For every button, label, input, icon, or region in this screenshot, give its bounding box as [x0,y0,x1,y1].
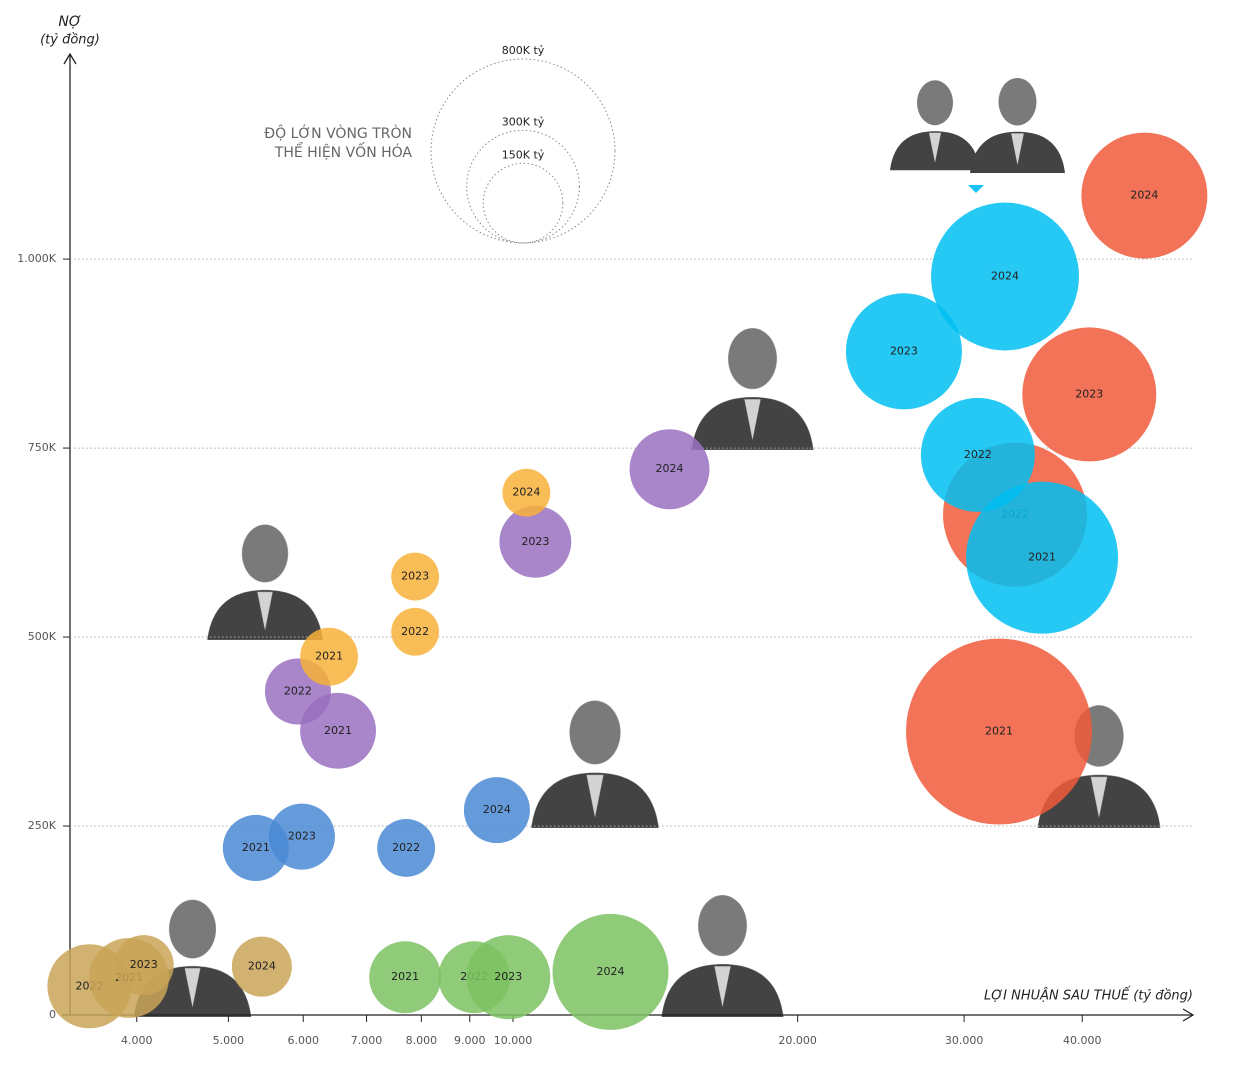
bubble [920,397,1035,512]
bubble-label: 2023 [130,958,158,971]
bubble [268,803,335,870]
size-legend-circle [482,162,564,244]
x-tick-label: 8.000 [406,1034,438,1047]
x-axis-label: LỢI NHUẬN SAU THUẾ (tỷ đồng) [984,987,1193,1004]
series: 2022202120232024 [47,935,292,1029]
bubble-label: 2023 [1075,387,1103,400]
bubble [466,935,551,1020]
bubble-label: 2022 [284,684,312,697]
bubble-label: 2022 [392,841,420,854]
bubble [502,468,551,517]
size-legend-circle [466,129,580,244]
bubble [463,777,530,844]
bubble-label: 2024 [512,486,540,499]
size-legend-title: ĐỘ LỚN VÒNG TRÒN [264,124,412,142]
x-tick-label: 9.000 [454,1034,486,1047]
x-tick-label: 7.000 [351,1034,383,1047]
y-tick-label: 1.000K [17,252,56,265]
x-tick-label: 6.000 [287,1034,319,1047]
photos [133,77,1161,1017]
x-tick-label: 30.000 [945,1034,984,1047]
bubble-label: 2024 [248,960,276,973]
bubble [966,481,1119,634]
series: 2021 2023 2022 2024 [222,777,530,881]
bubble-label: 2021 [315,650,343,663]
bubble [499,505,572,578]
y-tick-label: 500K [28,630,57,643]
bubble-label: 2021 [242,841,270,854]
size-legend-title: THỂ HIỆN VỐN HÓA [274,142,413,161]
series: 2021 2022 2023 2024 [845,202,1119,634]
bubble-label: 2023 [401,570,429,583]
bubble-label: 2022 [964,448,992,461]
size-legend-label: 800K tỷ [502,44,545,57]
axes [62,52,1195,1022]
bubble-label: 2023 [521,535,549,548]
size-legend-label: 150K tỷ [502,148,545,161]
bubble [552,913,669,1030]
x-tick-label: 20.000 [778,1034,817,1047]
bubble [1081,132,1208,259]
size-legend-label: 300K tỷ [502,115,545,128]
bubble-label: 2024 [483,803,511,816]
y-tick-label: 0 [49,1008,56,1021]
bubble [231,936,292,997]
bubble-label: 2021 [324,724,352,737]
bubble [113,935,174,996]
x-tick-label: 4.000 [121,1034,153,1047]
bubble [629,429,710,510]
bubble-label: 2023 [494,970,522,983]
bubble [391,552,440,601]
series: 2021 2022 2023 2024 [264,429,710,769]
x-tick-label: 40.000 [1063,1034,1102,1047]
bubble-label: 2023 [890,344,918,357]
bubble [931,202,1079,351]
bubble-label: 2021 [985,725,1013,738]
y-tick-label: 750K [28,441,57,454]
bubble [906,638,1092,825]
bubble-label: 2021 [1028,551,1056,564]
bubble [391,607,440,656]
bubble [845,293,962,410]
bubble [300,627,359,686]
bubble-label: 2024 [1130,189,1158,202]
bubble-label: 2023 [288,830,316,843]
y-tick-label: 250K [28,819,57,832]
bubble-label: 2024 [656,462,684,475]
y-axis-label: (tỷ đồng) [40,33,100,48]
bubble-label: 2024 [597,965,625,978]
bubble-label: 2022 [401,625,429,638]
y-axis-label: NỢ [58,14,81,30]
bubble [369,941,442,1014]
bubble [377,819,436,877]
bubble [1022,327,1157,462]
x-tick-label: 5.000 [213,1034,245,1047]
x-tick-label: 10.000 [494,1034,533,1047]
bubble-label: 2024 [991,269,1019,282]
bubble-label: 2021 [391,970,419,983]
series: 2021 2022 2023 2024 [300,468,551,686]
